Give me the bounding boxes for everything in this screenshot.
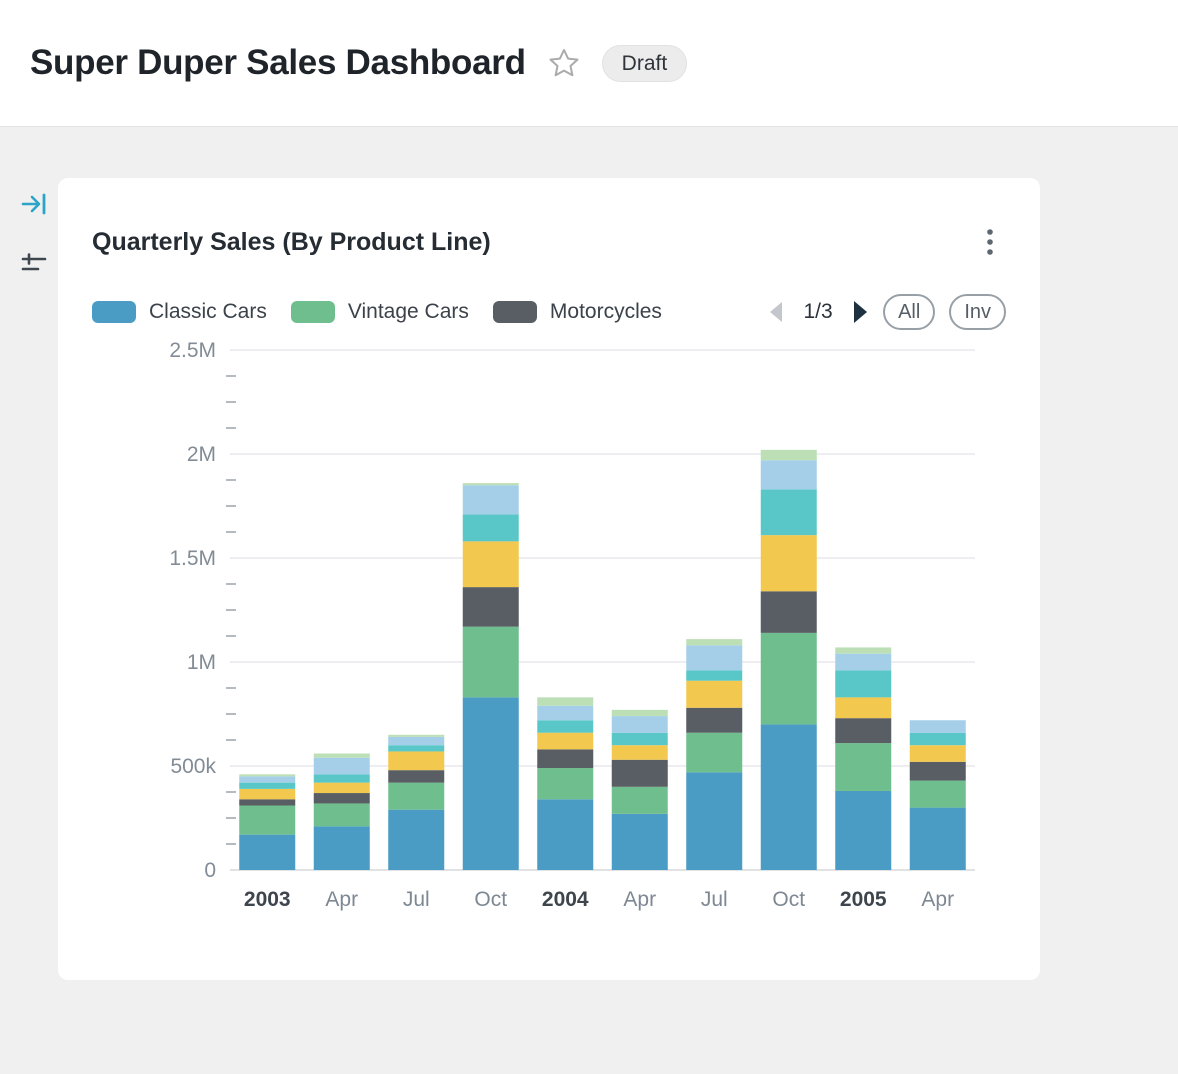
- arrow-to-bar-icon: [20, 190, 48, 218]
- svg-text:1.5M: 1.5M: [169, 547, 216, 570]
- legend-label: Classic Cars: [149, 300, 267, 323]
- legend-row: Classic Cars Vintage Cars Motorcycles 1/3 …: [58, 294, 1040, 330]
- svg-text:Jul: Jul: [403, 888, 430, 911]
- header: Super Duper Sales Dashboard Draft: [0, 0, 1178, 127]
- legend-page-indicator: 1/3: [803, 300, 833, 323]
- svg-text:0: 0: [204, 859, 216, 882]
- legend-swatch: [290, 301, 335, 323]
- svg-text:Apr: Apr: [623, 888, 656, 911]
- status-badge: Draft: [601, 44, 688, 82]
- svg-text:2004: 2004: [542, 888, 589, 911]
- legend-label: Motorcycles: [549, 300, 662, 323]
- card-title: Quarterly Sales (By Product Line): [92, 227, 491, 256]
- svg-text:2005: 2005: [840, 888, 887, 911]
- card-menu-button[interactable]: [976, 222, 1004, 262]
- svg-text:2003: 2003: [244, 888, 291, 911]
- stacked-bar-chart[interactable]: 0 500k 1M 1.5M 2M 2.5M 2003 Apr Jul Oct 2004 Apr Jul…: [58, 318, 1040, 924]
- svg-text:Oct: Oct: [474, 888, 507, 911]
- legend-next-button[interactable]: [850, 297, 871, 327]
- favorite-button[interactable]: [546, 45, 582, 81]
- svg-text:Oct: Oct: [772, 888, 805, 911]
- all-button[interactable]: All: [883, 294, 936, 330]
- legend-swatch: [92, 301, 136, 323]
- svg-text:Jul: Jul: [701, 888, 728, 911]
- svg-text:1M: 1M: [187, 651, 216, 674]
- triangle-left-icon: [767, 300, 784, 324]
- svg-text:2M: 2M: [187, 443, 216, 466]
- page-title: Super Duper Sales Dashboard: [30, 43, 526, 82]
- kebab-icon: [984, 226, 996, 258]
- filter-button[interactable]: [18, 248, 50, 280]
- legend-controls: 1/3 All Inv: [765, 294, 1006, 330]
- legend-prev-button[interactable]: [765, 298, 786, 326]
- chart-card: Quarterly Sales (By Product Line) Classi…: [58, 178, 1040, 980]
- filter-icon: [20, 250, 48, 278]
- legend-item[interactable]: Motorcycles: [492, 300, 662, 324]
- legend-item[interactable]: Vintage Cars: [290, 300, 469, 324]
- legend-item[interactable]: Classic Cars: [92, 300, 267, 324]
- left-rail: [14, 188, 54, 280]
- triangle-right-icon: [852, 299, 869, 325]
- inv-button[interactable]: Inv: [949, 294, 1006, 330]
- svg-text:Apr: Apr: [325, 888, 358, 911]
- star-icon: [548, 47, 580, 79]
- svg-text:2.5M: 2.5M: [169, 339, 216, 362]
- svg-text:500k: 500k: [170, 755, 216, 778]
- chart-legend: Classic Cars Vintage Cars Motorcycles: [92, 300, 662, 324]
- legend-swatch: [492, 301, 537, 323]
- svg-text:Apr: Apr: [921, 888, 954, 911]
- collapse-panel-button[interactable]: [18, 188, 50, 220]
- card-header: Quarterly Sales (By Product Line): [58, 178, 1040, 262]
- legend-label: Vintage Cars: [347, 300, 469, 323]
